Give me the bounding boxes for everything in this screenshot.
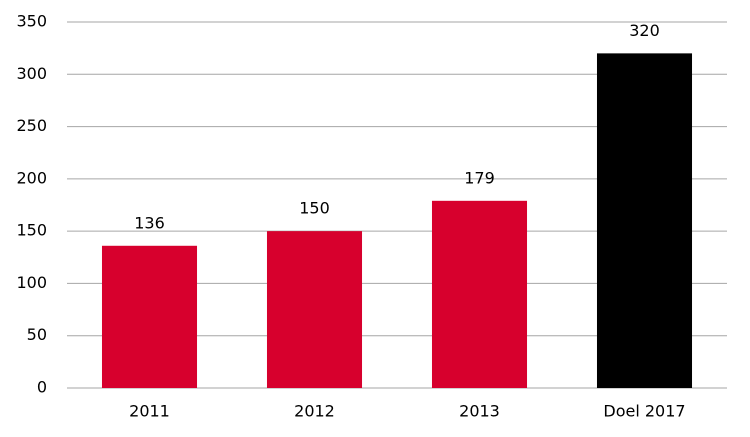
- y-tick-label: 200: [16, 168, 47, 187]
- data-label: 136: [134, 213, 165, 232]
- bar: [101, 245, 198, 388]
- data-label: 150: [299, 199, 330, 218]
- y-tick-label: 300: [16, 64, 47, 83]
- y-tick-label: 350: [16, 12, 47, 31]
- bar: [266, 231, 363, 388]
- y-tick-label: 0: [37, 378, 47, 397]
- x-tick-label: Doel 2017: [603, 402, 685, 421]
- y-tick-label: 250: [16, 116, 47, 135]
- bar: [431, 200, 528, 388]
- x-tick-label: 2011: [129, 402, 170, 421]
- data-label: 320: [629, 21, 660, 40]
- data-label: 179: [464, 168, 495, 187]
- x-tick-label: 2012: [294, 402, 335, 421]
- y-tick-label: 50: [27, 325, 47, 344]
- x-tick-label: 2013: [459, 402, 500, 421]
- y-tick-label: 150: [16, 221, 47, 240]
- bar: [596, 53, 693, 388]
- y-tick-label: 100: [16, 273, 47, 292]
